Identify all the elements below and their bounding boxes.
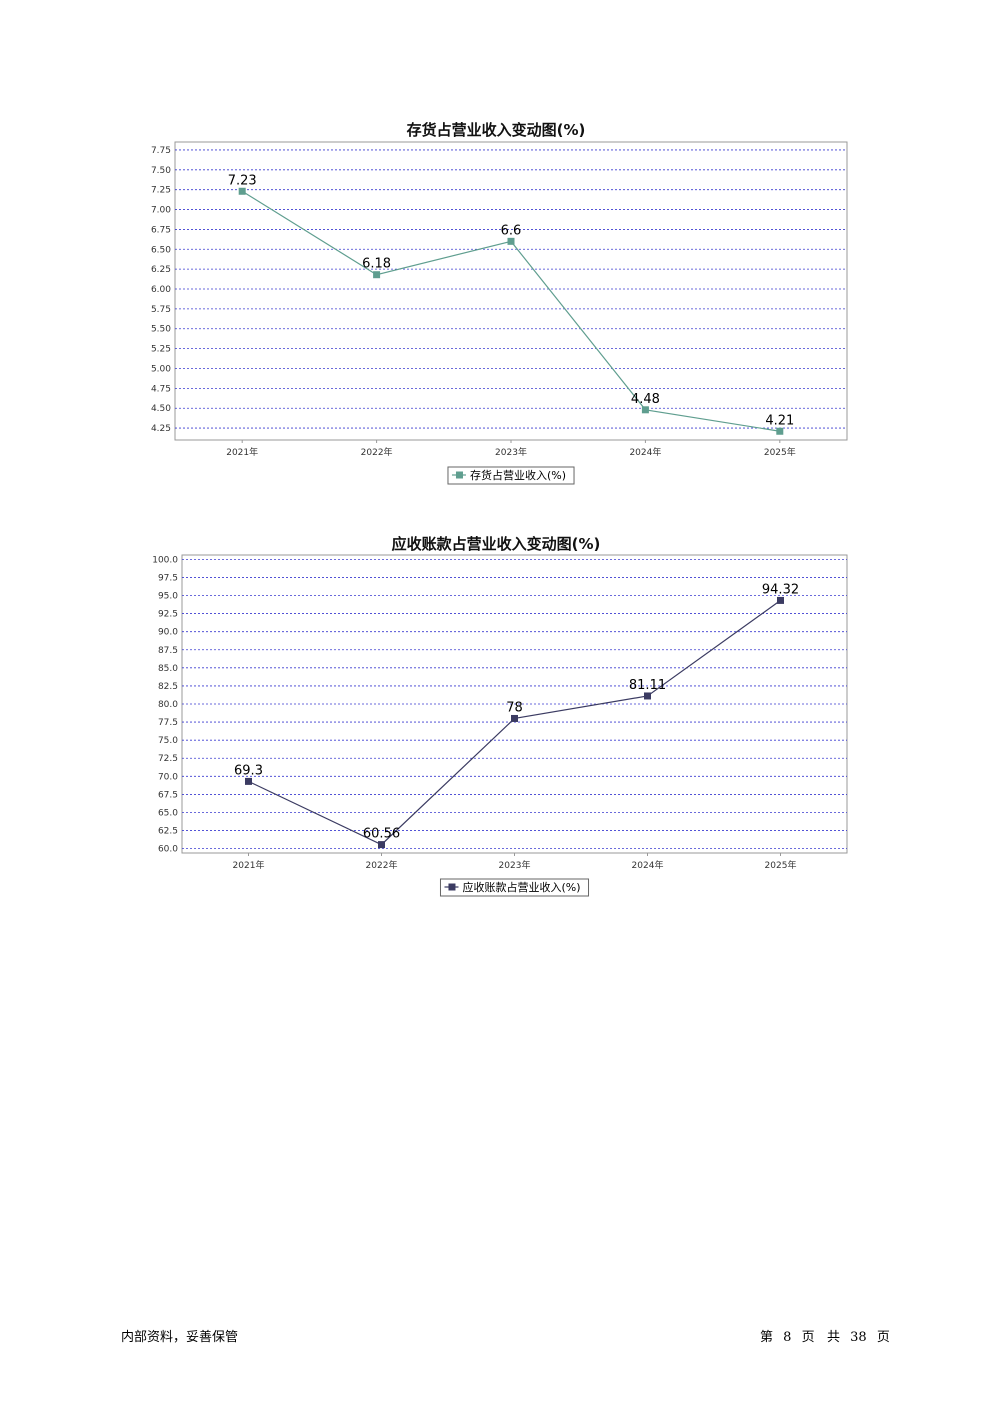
- y-tick-label: 6.50: [151, 245, 171, 255]
- y-tick-label: 100.0: [152, 555, 178, 565]
- data-label: 94.32: [762, 582, 799, 597]
- data-label: 7.23: [228, 173, 257, 188]
- legend-label: 存货占营业收入(%): [470, 468, 566, 482]
- page-suffix: 页: [876, 1330, 890, 1345]
- plot-area: [174, 141, 848, 441]
- y-tick-label: 82.5: [158, 682, 178, 692]
- data-label: 4.21: [765, 413, 794, 428]
- y-tick-label: 4.75: [151, 384, 171, 394]
- legend-marker: [448, 883, 456, 891]
- y-tick-label: 7.50: [151, 166, 171, 176]
- data-label: 4.48: [631, 392, 660, 407]
- chart-1-title: 存货占营业收入变动图(%): [406, 121, 586, 139]
- data-point: [777, 596, 784, 604]
- footer-page-number: 第 8 页 共 38 页: [760, 1326, 890, 1345]
- y-tick-label: 77.5: [158, 718, 178, 728]
- chart-2-receivables-ratio: 60.0 62.5 65.0 67.5 70.0 72.5 75.0 77.5 80.0 82.5…: [152, 554, 848, 897]
- y-tick-label: 5.00: [151, 364, 171, 374]
- y-tick-label: 87.5: [158, 646, 178, 656]
- y-tick-label: 5.75: [151, 305, 171, 315]
- x-tick-label: 2023年: [495, 446, 527, 458]
- y-tick-label: 62.5: [158, 827, 178, 837]
- x-tick-label: 2022年: [366, 859, 398, 871]
- data-point: [378, 841, 385, 849]
- page-mid: 页 共: [801, 1330, 840, 1345]
- y-tick-label: 5.50: [151, 325, 171, 335]
- y-tick-label: 67.5: [158, 790, 178, 800]
- data-point: [776, 427, 784, 435]
- chart-1-inventory-ratio: 4.25 4.50 4.75 5.00 5.25 5.50 5.75 6.00 6.25 6.50…: [151, 141, 848, 485]
- data-label: 81.11: [629, 678, 666, 693]
- x-tick-label: 2022年: [361, 446, 393, 458]
- y-tick-label: 5.25: [151, 345, 171, 355]
- x-tick-label: 2024年: [629, 446, 661, 458]
- y-tick-label: 7.75: [151, 146, 171, 156]
- data-point: [238, 187, 246, 195]
- footer-confidential-note: 内部资料，妥善保管: [121, 1330, 239, 1345]
- y-tick-label: 80.0: [158, 700, 178, 710]
- data-label: 60.56: [363, 827, 400, 842]
- y-tick-label: 4.25: [151, 424, 171, 434]
- data-point: [507, 237, 515, 245]
- y-tick-label: 75.0: [158, 736, 178, 746]
- y-tick-label: 7.25: [151, 186, 171, 196]
- chart-2-title: 应收账款占营业收入变动图(%): [391, 535, 601, 553]
- data-label: 69.3: [234, 763, 263, 778]
- y-tick-label: 6.00: [151, 285, 171, 295]
- data-point: [373, 271, 381, 279]
- legend-box: [447, 466, 575, 485]
- data-label: 78: [506, 700, 523, 715]
- x-tick-label: 2023年: [499, 859, 531, 871]
- y-tick-label: 6.75: [151, 225, 171, 235]
- data-point: [511, 714, 518, 722]
- y-tick-label: 65.0: [158, 808, 178, 818]
- legend-label: 应收账款占营业收入(%): [462, 880, 580, 894]
- y-tick-label: 70.0: [158, 772, 178, 782]
- legend-marker: [455, 471, 463, 479]
- data-label: 6.6: [501, 223, 522, 238]
- y-tick-label: 72.5: [158, 754, 178, 764]
- y-tick-label: 7.00: [151, 206, 171, 216]
- data-label: 6.18: [362, 257, 391, 272]
- page-total: 38: [850, 1330, 867, 1345]
- page-current: 8: [783, 1330, 792, 1345]
- y-tick-label: 95.0: [158, 592, 178, 602]
- y-tick-label: 92.5: [158, 610, 178, 620]
- y-tick-label: 85.0: [158, 664, 178, 674]
- legend: 存货占营业收入(%): [447, 466, 575, 485]
- y-tick-label: 97.5: [158, 573, 178, 583]
- x-tick-label: 2024年: [632, 859, 664, 871]
- data-point: [644, 692, 651, 700]
- x-tick-label: 2021年: [233, 859, 265, 871]
- y-tick-label: 4.50: [151, 404, 171, 414]
- y-tick-label: 6.25: [151, 265, 171, 275]
- y-tick-label: 60.0: [158, 845, 178, 855]
- x-tick-label: 2025年: [764, 446, 796, 458]
- data-point: [641, 406, 649, 414]
- legend: 应收账款占营业收入(%): [439, 878, 590, 897]
- x-tick-label: 2021年: [226, 446, 258, 458]
- x-tick-label: 2025年: [765, 859, 797, 871]
- data-point: [245, 777, 252, 785]
- legend-box: [439, 878, 590, 897]
- y-tick-label: 90.0: [158, 628, 178, 638]
- page-prefix: 第: [760, 1330, 774, 1345]
